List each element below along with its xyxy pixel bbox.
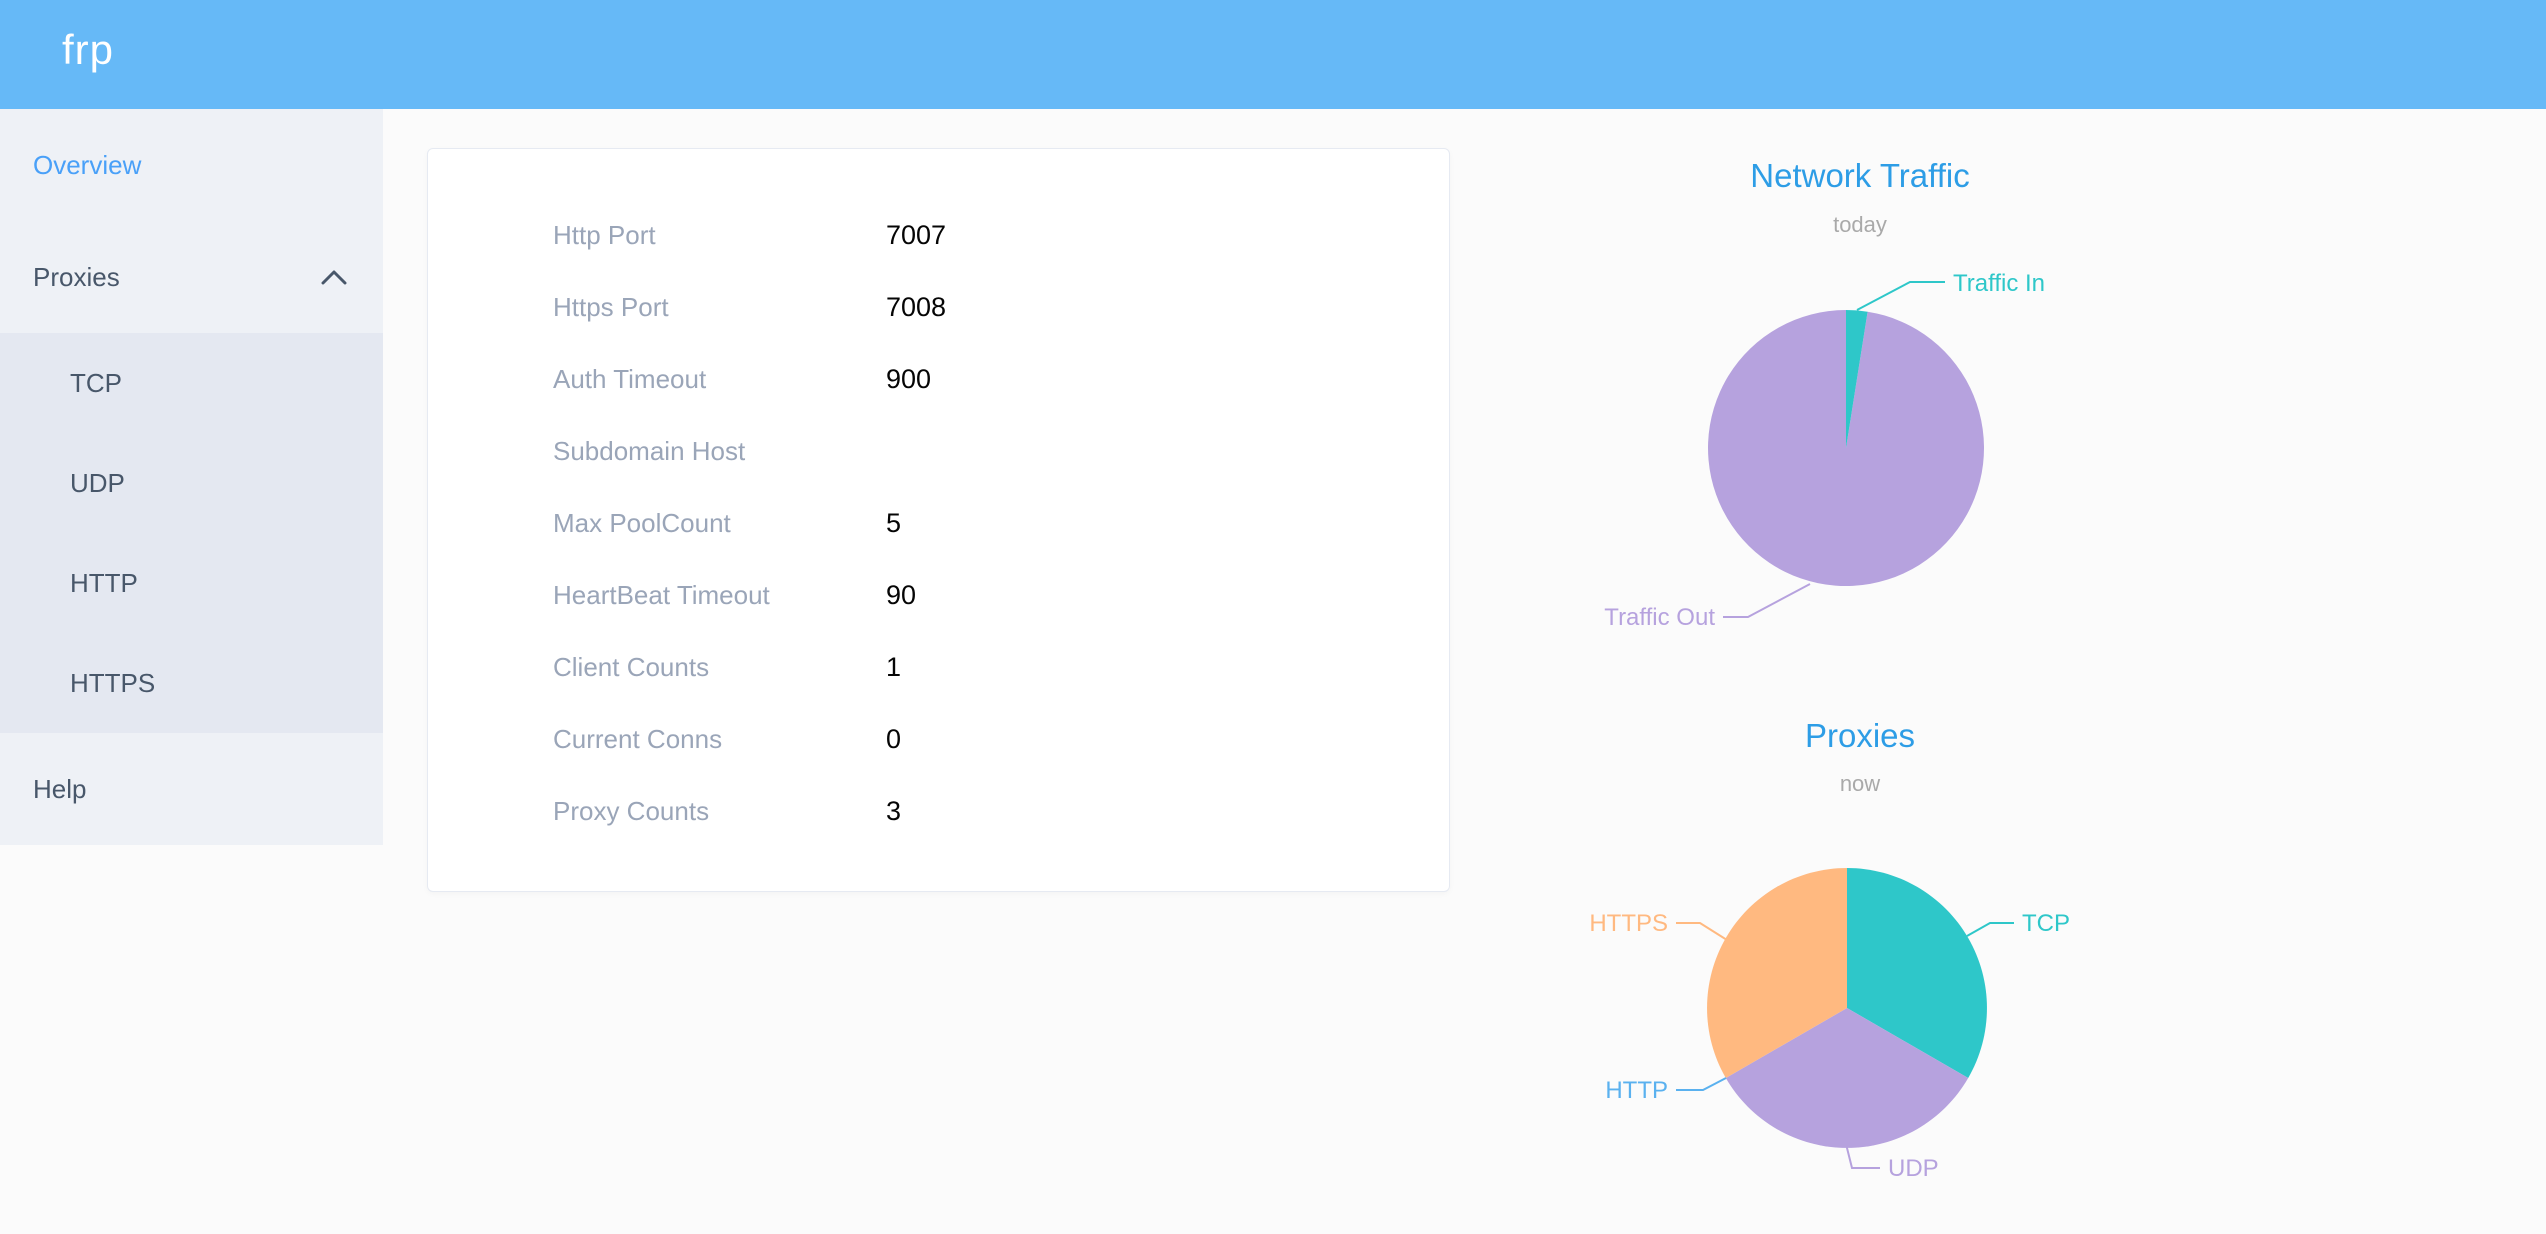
info-value: 5: [886, 507, 902, 538]
frp-logo: frp: [62, 26, 115, 73]
info-row-max-poolcount: Max PoolCount 5: [428, 487, 1449, 559]
sidebar-subitem-tcp-label: TCP: [70, 367, 122, 398]
info-value: 0: [886, 723, 902, 754]
info-label: Client Counts: [553, 651, 710, 682]
app-header: frp: [0, 0, 2546, 109]
info-value: 7008: [886, 291, 947, 322]
info-value: 900: [886, 363, 932, 394]
traffic-out-label: Traffic Out: [1604, 604, 1715, 631]
info-label: Subdomain Host: [553, 435, 746, 466]
traffic-in-label-line: [1856, 281, 1945, 311]
server-info-rows: Http Port 7007 Https Port 7008 Auth Time…: [428, 199, 1449, 847]
tcp-label: TCP: [2022, 910, 2070, 937]
network-traffic-subtitle: today: [1833, 212, 1887, 237]
info-label: Current Conns: [553, 723, 723, 754]
info-label: Http Port: [553, 219, 656, 250]
pie-slice-udp[interactable]: [1725, 1008, 1969, 1148]
sidebar-subitem-https-label: HTTPS: [70, 667, 156, 698]
https-label: HTTPS: [1589, 910, 1668, 937]
info-value: 90: [886, 579, 917, 610]
info-row-subdomain-host: Subdomain Host: [428, 415, 1449, 487]
http-label: HTTP: [1605, 1077, 1668, 1104]
sidebar-item-proxies[interactable]: Proxies: [0, 221, 383, 333]
info-row-auth-timeout: Auth Timeout 900: [428, 343, 1449, 415]
info-row-client-counts: Client Counts 1: [428, 631, 1449, 703]
pie-slice-https[interactable]: [1707, 868, 1847, 1078]
sidebar-subitem-udp-label: UDP: [70, 467, 125, 498]
info-row-proxy-counts: Proxy Counts 3: [428, 775, 1449, 847]
pie-slice-traffic-in[interactable]: [1846, 310, 1868, 448]
proxies-chart-subtitle: now: [1839, 771, 1881, 796]
info-value: 7007: [886, 219, 947, 250]
info-label: Https Port: [553, 291, 669, 322]
udp-label: UDP: [1888, 1155, 1939, 1182]
info-row-https-port: Https Port 7008: [428, 271, 1449, 343]
info-value: 3: [886, 795, 902, 826]
network-traffic-pie-chart: Traffic In Traffic Out: [1604, 270, 2045, 631]
info-label: Proxy Counts: [553, 795, 710, 826]
proxies-pie-chart: TCP HTTPS HTTP UDP: [1589, 868, 2070, 1182]
info-row-current-conns: Current Conns 0: [428, 703, 1449, 775]
sidebar-subitem-tcp[interactable]: TCP: [0, 333, 383, 433]
info-label: HeartBeat Timeout: [553, 579, 770, 610]
sidebar-subitem-http[interactable]: HTTP: [0, 533, 383, 633]
sidebar-item-overview[interactable]: Overview: [0, 109, 383, 221]
info-row-http-port: Http Port 7007: [428, 199, 1449, 271]
sidebar-item-overview-label: Overview: [33, 149, 142, 180]
sidebar-subitem-udp[interactable]: UDP: [0, 433, 383, 533]
sidebar: Overview Proxies TCP UDP HTTP HTTPS Help: [0, 109, 383, 845]
traffic-out-label-line: [1723, 583, 1811, 618]
info-value: 1: [886, 651, 902, 682]
info-label: Auth Timeout: [553, 363, 707, 394]
proxies-chart-title: Proxies: [1804, 717, 1916, 754]
server-info-card: Http Port 7007 Https Port 7008 Auth Time…: [427, 148, 1450, 892]
info-row-heartbeat-timeout: HeartBeat Timeout 90: [428, 559, 1449, 631]
network-traffic-title: Network Traffic: [1750, 157, 1970, 194]
sidebar-item-help[interactable]: Help: [0, 733, 383, 845]
udp-label-line: [1845, 1143, 1880, 1169]
chevron-up-icon: [321, 270, 347, 285]
proxies-submenu: TCP UDP HTTP HTTPS: [0, 333, 383, 733]
pie-slice-tcp[interactable]: [1847, 868, 1987, 1078]
traffic-in-label: Traffic In: [1953, 270, 2045, 297]
sidebar-item-help-label: Help: [33, 773, 87, 804]
https-label-line: [1676, 922, 1728, 941]
sidebar-item-proxies-label: Proxies: [33, 261, 120, 292]
sidebar-subitem-https[interactable]: HTTPS: [0, 633, 383, 733]
http-label-line: [1676, 1077, 1727, 1091]
pie-slice-traffic-out[interactable]: [1708, 310, 1985, 586]
info-label: Max PoolCount: [553, 507, 731, 538]
tcp-label-line: [1966, 922, 2014, 937]
sidebar-subitem-http-label: HTTP: [70, 567, 138, 598]
